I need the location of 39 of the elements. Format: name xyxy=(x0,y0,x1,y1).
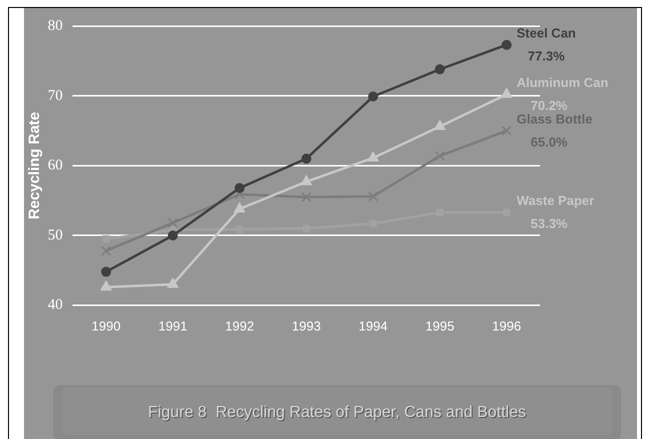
y-tick-label: 50 xyxy=(48,227,63,244)
y-axis-title: Recycling Rate xyxy=(26,112,44,220)
y-tick-label: 60 xyxy=(48,158,63,174)
y-tick-label: 80 xyxy=(48,18,63,34)
y-tick-label: 70 xyxy=(48,88,63,104)
point xyxy=(300,175,312,186)
x-tick-label: 1993 xyxy=(292,318,321,334)
point xyxy=(168,230,178,240)
y-tick-label: 40 xyxy=(48,297,63,314)
point xyxy=(101,266,112,277)
point xyxy=(167,278,179,288)
point xyxy=(368,191,378,202)
point xyxy=(236,226,244,233)
point xyxy=(434,120,446,130)
point xyxy=(234,182,245,193)
point xyxy=(500,88,512,98)
point xyxy=(234,202,246,212)
x-tick-label: 1991 xyxy=(158,318,188,334)
point xyxy=(368,92,378,102)
point xyxy=(168,218,178,228)
point xyxy=(502,126,512,136)
point xyxy=(502,40,512,50)
point xyxy=(101,246,112,256)
point xyxy=(301,154,312,164)
point xyxy=(434,64,445,74)
x-tick-label: 1994 xyxy=(358,318,388,334)
point xyxy=(100,280,112,291)
x-tick-label: 1990 xyxy=(92,318,121,334)
point xyxy=(234,189,245,200)
x-tick-label: 1996 xyxy=(492,318,522,334)
data-label: 77.3% xyxy=(528,48,566,64)
point xyxy=(301,192,312,202)
point xyxy=(434,150,445,161)
x-tick-label: 1995 xyxy=(425,318,454,334)
x-tick-label: 1992 xyxy=(225,318,254,334)
text: Figure 8 Recycling Rates of Paper, Cans and Bottles xyxy=(147,403,527,423)
point xyxy=(102,235,110,243)
point xyxy=(367,151,379,162)
series-label: Steel Can xyxy=(516,25,576,40)
